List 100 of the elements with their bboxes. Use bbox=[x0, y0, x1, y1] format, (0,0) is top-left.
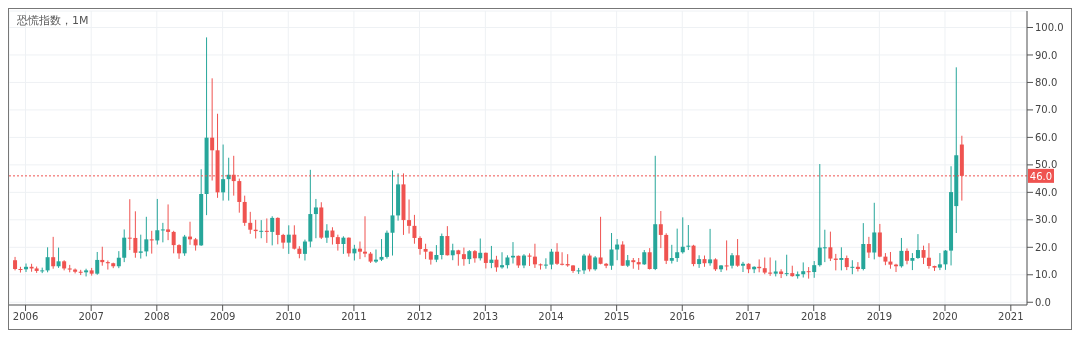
candlestick bbox=[149, 230, 154, 255]
candlestick bbox=[248, 211, 253, 235]
candlestick bbox=[363, 215, 367, 258]
candlestick bbox=[138, 234, 143, 260]
candlestick bbox=[549, 248, 554, 270]
candlestick bbox=[144, 216, 149, 257]
candlestick bbox=[839, 246, 844, 271]
candlestick bbox=[177, 243, 182, 260]
y-tick-label: 40.0 bbox=[1035, 186, 1058, 198]
x-tick-label: 2011 bbox=[341, 311, 367, 323]
y-tick-label: 60.0 bbox=[1035, 131, 1058, 143]
candlestick bbox=[817, 163, 822, 268]
candlestick bbox=[461, 247, 466, 267]
candlestick bbox=[647, 247, 652, 271]
x-tick-label: 2019 bbox=[866, 311, 893, 323]
y-tick-label: 10.0 bbox=[1035, 269, 1058, 281]
candlestick bbox=[604, 262, 609, 269]
candlestick bbox=[45, 246, 50, 273]
candlestick bbox=[259, 219, 264, 239]
candlestick bbox=[921, 245, 926, 265]
y-tick-label: 80.0 bbox=[1035, 76, 1058, 88]
candlestick bbox=[943, 249, 948, 271]
candlestick bbox=[697, 254, 702, 269]
y-tick-label: 90.0 bbox=[1035, 49, 1058, 61]
candlestick bbox=[828, 231, 833, 262]
candlestick bbox=[620, 240, 625, 267]
y-tick-label: 30.0 bbox=[1035, 214, 1058, 226]
candlestick bbox=[708, 228, 713, 267]
candlestick bbox=[302, 239, 307, 261]
candlestick bbox=[270, 215, 275, 246]
candlestick bbox=[899, 237, 904, 269]
candlestick bbox=[84, 268, 89, 277]
candlestick bbox=[527, 252, 532, 267]
candlestick bbox=[160, 222, 165, 243]
candlestick bbox=[346, 236, 351, 258]
candlestick bbox=[598, 216, 603, 265]
candlestick bbox=[105, 259, 110, 271]
candlestick bbox=[555, 242, 560, 266]
candlestick bbox=[182, 234, 187, 257]
x-tick-label: 2014 bbox=[538, 311, 564, 323]
candlestick bbox=[806, 266, 811, 280]
candlestick bbox=[56, 247, 61, 269]
candlestick bbox=[292, 224, 297, 250]
candlestick bbox=[379, 238, 384, 262]
candlestick bbox=[122, 228, 127, 263]
candlestick bbox=[412, 214, 417, 245]
x-tick-label: 2020 bbox=[932, 311, 958, 323]
candlestick bbox=[915, 233, 920, 260]
candlestick bbox=[472, 249, 477, 264]
y-tick-label: 50.0 bbox=[1035, 159, 1058, 171]
y-tick-label: 100.0 bbox=[1035, 22, 1064, 34]
y-tick-label: 70.0 bbox=[1035, 104, 1058, 116]
x-tick-label: 2015 bbox=[603, 311, 630, 323]
y-tick-label: 20.0 bbox=[1035, 241, 1058, 253]
candlestick bbox=[390, 169, 395, 257]
candlestick bbox=[221, 144, 226, 202]
candlestick bbox=[478, 238, 483, 261]
candlestick bbox=[51, 236, 56, 270]
candlestick bbox=[686, 224, 691, 251]
x-tick-label: 2010 bbox=[275, 311, 301, 323]
candlestick bbox=[407, 198, 412, 235]
candlestick bbox=[357, 241, 362, 260]
candlestick bbox=[439, 233, 444, 260]
x-tick-label: 2009 bbox=[209, 311, 236, 323]
candlestick bbox=[373, 249, 378, 264]
candlestick bbox=[242, 195, 247, 227]
candlestick bbox=[784, 254, 789, 277]
x-tick-label: 2021 bbox=[998, 311, 1024, 323]
x-tick-label: 2012 bbox=[406, 311, 433, 323]
candlestick bbox=[418, 235, 423, 256]
y-tick-label: 0.0 bbox=[1035, 296, 1051, 308]
candlestick bbox=[658, 210, 663, 249]
candlestick bbox=[582, 253, 587, 275]
candlestick bbox=[675, 228, 680, 263]
candlestick bbox=[872, 202, 877, 260]
ref-line-label: 46.0 bbox=[1029, 170, 1053, 182]
x-tick-label: 2006 bbox=[12, 311, 39, 323]
x-tick-label: 2018 bbox=[801, 311, 827, 323]
candlestick bbox=[543, 257, 548, 270]
x-tick-label: 2008 bbox=[144, 311, 170, 323]
x-tick-label: 2017 bbox=[735, 311, 761, 323]
x-tick-label: 2016 bbox=[669, 311, 695, 323]
candlestick bbox=[735, 238, 740, 268]
candlestick bbox=[768, 256, 773, 277]
candlestick bbox=[532, 243, 537, 269]
candlestick bbox=[324, 223, 329, 244]
candlestick bbox=[237, 178, 242, 214]
chart-title: 恐慌指数，1M bbox=[17, 13, 89, 28]
candlestick bbox=[822, 229, 827, 263]
x-tick-label: 2007 bbox=[78, 311, 104, 323]
candlestick bbox=[445, 225, 450, 257]
candlestick bbox=[560, 251, 565, 266]
candlestick bbox=[669, 244, 674, 265]
candlestick bbox=[724, 239, 729, 271]
candlestick bbox=[691, 244, 696, 267]
candlestick bbox=[489, 245, 494, 269]
candlestick bbox=[609, 232, 614, 271]
candlestick bbox=[95, 251, 100, 276]
candlestick bbox=[286, 224, 291, 255]
candlestick bbox=[680, 216, 685, 255]
